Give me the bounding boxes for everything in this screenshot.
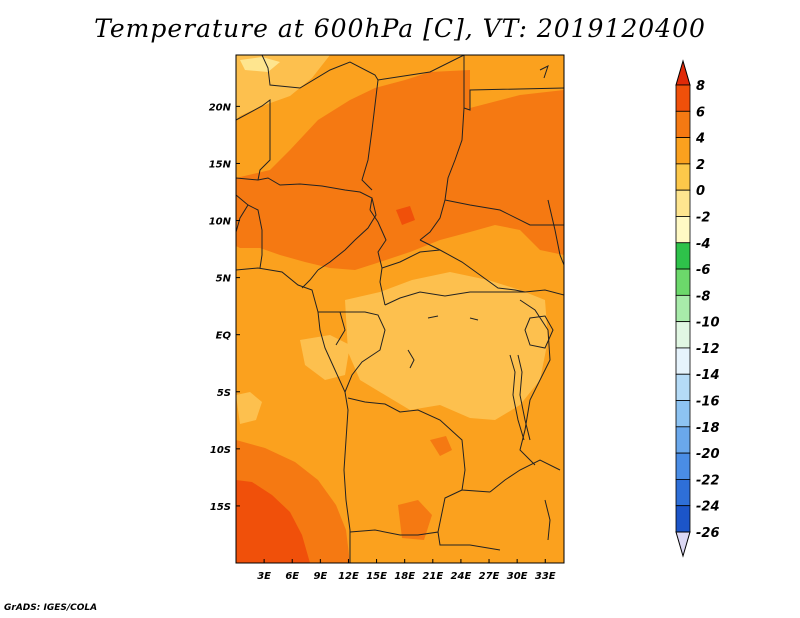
colorbar-label: -20 <box>696 447 720 462</box>
lat-tick-label: 15N <box>209 159 232 170</box>
colorbar-segment <box>675 137 691 165</box>
colorbar-label: -18 <box>696 421 720 436</box>
lat-axis: 20N 15N 10N 5N EQ 5S 10S 15S <box>209 102 240 513</box>
colorbar-label: 0 <box>696 184 705 199</box>
colorbar-bottom-arrow <box>675 531 691 558</box>
field-light-congo <box>345 272 548 420</box>
map-title: Temperature at 600hPa [C], VT: 201912040… <box>94 14 706 43</box>
grads-credit: GrADS: IGES/COLA <box>4 603 98 613</box>
colorbar-label: -14 <box>696 368 720 383</box>
lon-tick-label: 21E <box>422 571 443 582</box>
colorbar-segment <box>675 110 691 138</box>
lon-tick-label: 15E <box>366 571 387 582</box>
lat-tick-label: 5N <box>216 274 232 285</box>
colorbar-label: -12 <box>696 342 720 357</box>
lat-tick-label: 15S <box>210 502 231 513</box>
colorbar-segment <box>675 321 691 349</box>
colorbar-label: -26 <box>696 526 720 541</box>
field-orange-sahel <box>236 70 564 270</box>
lat-tick-label: 5S <box>217 388 231 399</box>
lon-tick-label: 24E <box>451 571 472 582</box>
colorbar-segment <box>675 163 691 191</box>
colorbar-label: -8 <box>696 289 710 304</box>
country-borders <box>236 55 564 563</box>
field-orange-small <box>430 436 452 456</box>
colorbar-segment <box>675 426 691 454</box>
colorbar: 8 6 4 2 0 -2 -4 -6 -8 -10 -12 -14 -16 -18 -20 -22 -24 -26 <box>675 59 720 558</box>
colorbar-label: 6 <box>696 105 705 120</box>
lat-tick-label: EQ <box>216 331 232 342</box>
lon-tick-label: 9E <box>313 571 327 582</box>
colorbar-segment <box>675 347 691 375</box>
colorbar-label: -22 <box>696 473 720 488</box>
colorbar-top-arrow <box>675 59 691 86</box>
colorbar-label: -10 <box>696 316 720 331</box>
lat-tick-label: 10S <box>210 445 231 456</box>
field-red-chad <box>396 206 415 225</box>
colorbar-segment <box>675 505 691 533</box>
lon-tick-label: 27E <box>479 571 500 582</box>
colorbar-label: -24 <box>696 500 720 515</box>
plot-frame <box>235 54 565 564</box>
colorbar-label: -4 <box>696 237 710 252</box>
lat-tick-label: 10N <box>209 217 232 228</box>
lon-tick-label: 18E <box>394 571 415 582</box>
colorbar-segment <box>675 216 691 244</box>
field-yellow-nw <box>240 57 280 72</box>
colorbar-segment <box>675 84 691 112</box>
field-orange-angola <box>398 500 432 540</box>
colorbar-segment <box>675 400 691 428</box>
field-light-west <box>236 392 262 424</box>
lon-tick-label: 6E <box>285 571 299 582</box>
colorbar-segment <box>675 479 691 507</box>
colorbar-segment <box>675 294 691 323</box>
lon-tick-label: 30E <box>507 571 528 582</box>
temperature-field <box>236 55 564 563</box>
colorbar-label: 8 <box>696 79 705 94</box>
colorbar-label: 2 <box>696 158 705 173</box>
lon-tick-label: 33E <box>535 571 556 582</box>
colorbar-label: 4 <box>695 132 705 147</box>
lon-axis: 3E 6E 9E 12E 15E 18E 21E 24E 27E 30E 33E <box>257 559 556 582</box>
colorbar-label: -16 <box>696 395 720 410</box>
colorbar-segment <box>675 268 691 296</box>
lat-tick-label: 20N <box>209 102 232 113</box>
colorbar-segment <box>675 452 691 480</box>
lon-tick-label: 12E <box>338 571 359 582</box>
field-light-gabon <box>300 335 350 380</box>
colorbar-label: -6 <box>696 263 710 278</box>
field-red-sw <box>236 480 310 563</box>
colorbar-label: -2 <box>696 210 710 225</box>
colorbar-segment <box>675 373 691 401</box>
colorbar-segment <box>675 189 691 217</box>
colorbar-segment <box>675 242 691 270</box>
lon-tick-label: 3E <box>257 571 271 582</box>
